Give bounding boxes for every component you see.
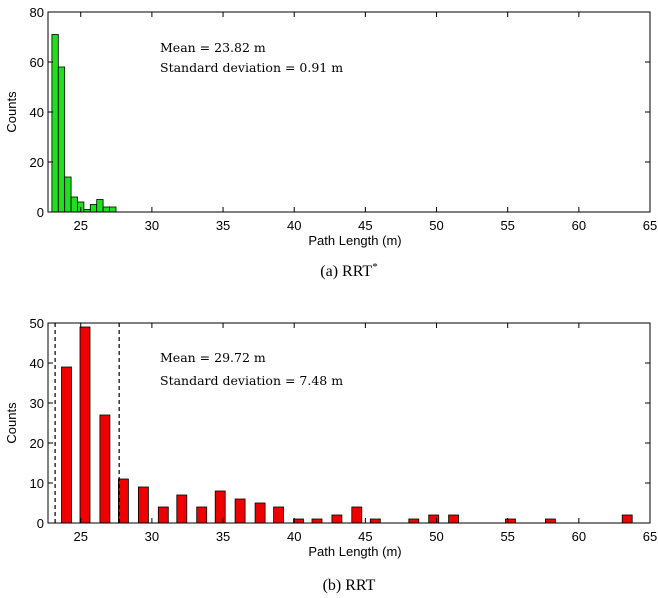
y-tick-label: 40 xyxy=(30,356,44,371)
y-axis-label: Counts xyxy=(4,402,19,444)
bar xyxy=(545,518,556,524)
x-tick-label: 50 xyxy=(429,218,443,233)
y-tick-label: 0 xyxy=(37,516,44,531)
bar xyxy=(196,506,208,524)
bar xyxy=(293,518,304,524)
bar xyxy=(176,494,188,524)
bar xyxy=(96,199,104,213)
y-tick-label: 0 xyxy=(37,205,44,220)
bar xyxy=(64,176,72,213)
bar xyxy=(621,514,633,524)
x-tick-label: 35 xyxy=(216,529,230,544)
bar xyxy=(89,204,98,213)
stats-annotation: Mean = 29.72 m xyxy=(160,350,266,365)
histogram-panel-a: 25 30 35 40 45 50 55 60 65 0 20 40 60 80 Path Length (… xyxy=(4,5,657,280)
x-tick-label: 30 xyxy=(145,529,159,544)
x-tick-label: 25 xyxy=(73,218,87,233)
x-tick-label: 60 xyxy=(572,529,586,544)
x-tick-label: 40 xyxy=(287,218,301,233)
x-tick-label: 30 xyxy=(145,218,159,233)
bar xyxy=(51,34,59,213)
bar xyxy=(99,414,111,524)
bar xyxy=(214,490,226,524)
stats-annotation: Standard deviation = 0.91 m xyxy=(160,60,343,75)
x-axis-label: Path Length (m) xyxy=(308,233,401,248)
bar xyxy=(157,506,169,524)
y-tick-label: 20 xyxy=(30,155,44,170)
histogram-panel-b: 25 30 35 40 45 50 55 60 65 0 10 20 30 40 50 Path Length… xyxy=(4,316,657,594)
figure-caption: (b) RRT xyxy=(323,577,376,594)
bar xyxy=(331,514,343,524)
y-tick-label: 80 xyxy=(30,5,44,20)
figure-caption: (a) RRT* xyxy=(320,261,377,280)
x-tick-label: 65 xyxy=(643,218,657,233)
plot-frame xyxy=(47,322,651,524)
x-tick-label: 45 xyxy=(358,218,372,233)
bar xyxy=(311,518,323,524)
x-tick-label: 65 xyxy=(643,529,657,544)
x-tick-label: 45 xyxy=(358,529,372,544)
bar xyxy=(57,66,66,213)
bar xyxy=(273,506,285,524)
x-axis-label: Path Length (m) xyxy=(308,544,401,559)
bar xyxy=(428,514,440,524)
bar xyxy=(61,366,72,524)
x-tick-label: 50 xyxy=(429,529,443,544)
x-tick-label: 40 xyxy=(287,529,301,544)
x-tick-label: 35 xyxy=(216,218,230,233)
bar xyxy=(118,478,129,524)
bar xyxy=(254,502,266,524)
y-tick-label: 50 xyxy=(30,316,44,331)
x-tick-label: 60 xyxy=(572,218,586,233)
x-tick-label: 55 xyxy=(500,218,514,233)
y-tick-label: 20 xyxy=(30,436,44,451)
bar xyxy=(448,514,460,524)
bar xyxy=(109,206,117,213)
bar xyxy=(369,518,381,524)
bar xyxy=(102,206,110,213)
bar xyxy=(351,506,363,524)
plot-frame xyxy=(47,11,651,213)
stats-annotation: Standard deviation = 7.48 m xyxy=(160,373,343,388)
y-tick-label: 30 xyxy=(30,396,44,411)
y-tick-label: 60 xyxy=(30,55,44,70)
y-axis-label: Counts xyxy=(4,91,19,133)
bar xyxy=(79,326,91,524)
x-tick-label: 25 xyxy=(73,529,87,544)
y-tick-label: 10 xyxy=(30,476,44,491)
stats-annotation: Mean = 23.82 m xyxy=(160,40,266,55)
bar xyxy=(137,486,149,524)
bar xyxy=(505,518,516,524)
y-tick-label: 40 xyxy=(30,105,44,120)
bar xyxy=(408,518,420,524)
bar xyxy=(234,498,246,524)
x-tick-label: 55 xyxy=(500,529,514,544)
bar xyxy=(70,196,78,213)
